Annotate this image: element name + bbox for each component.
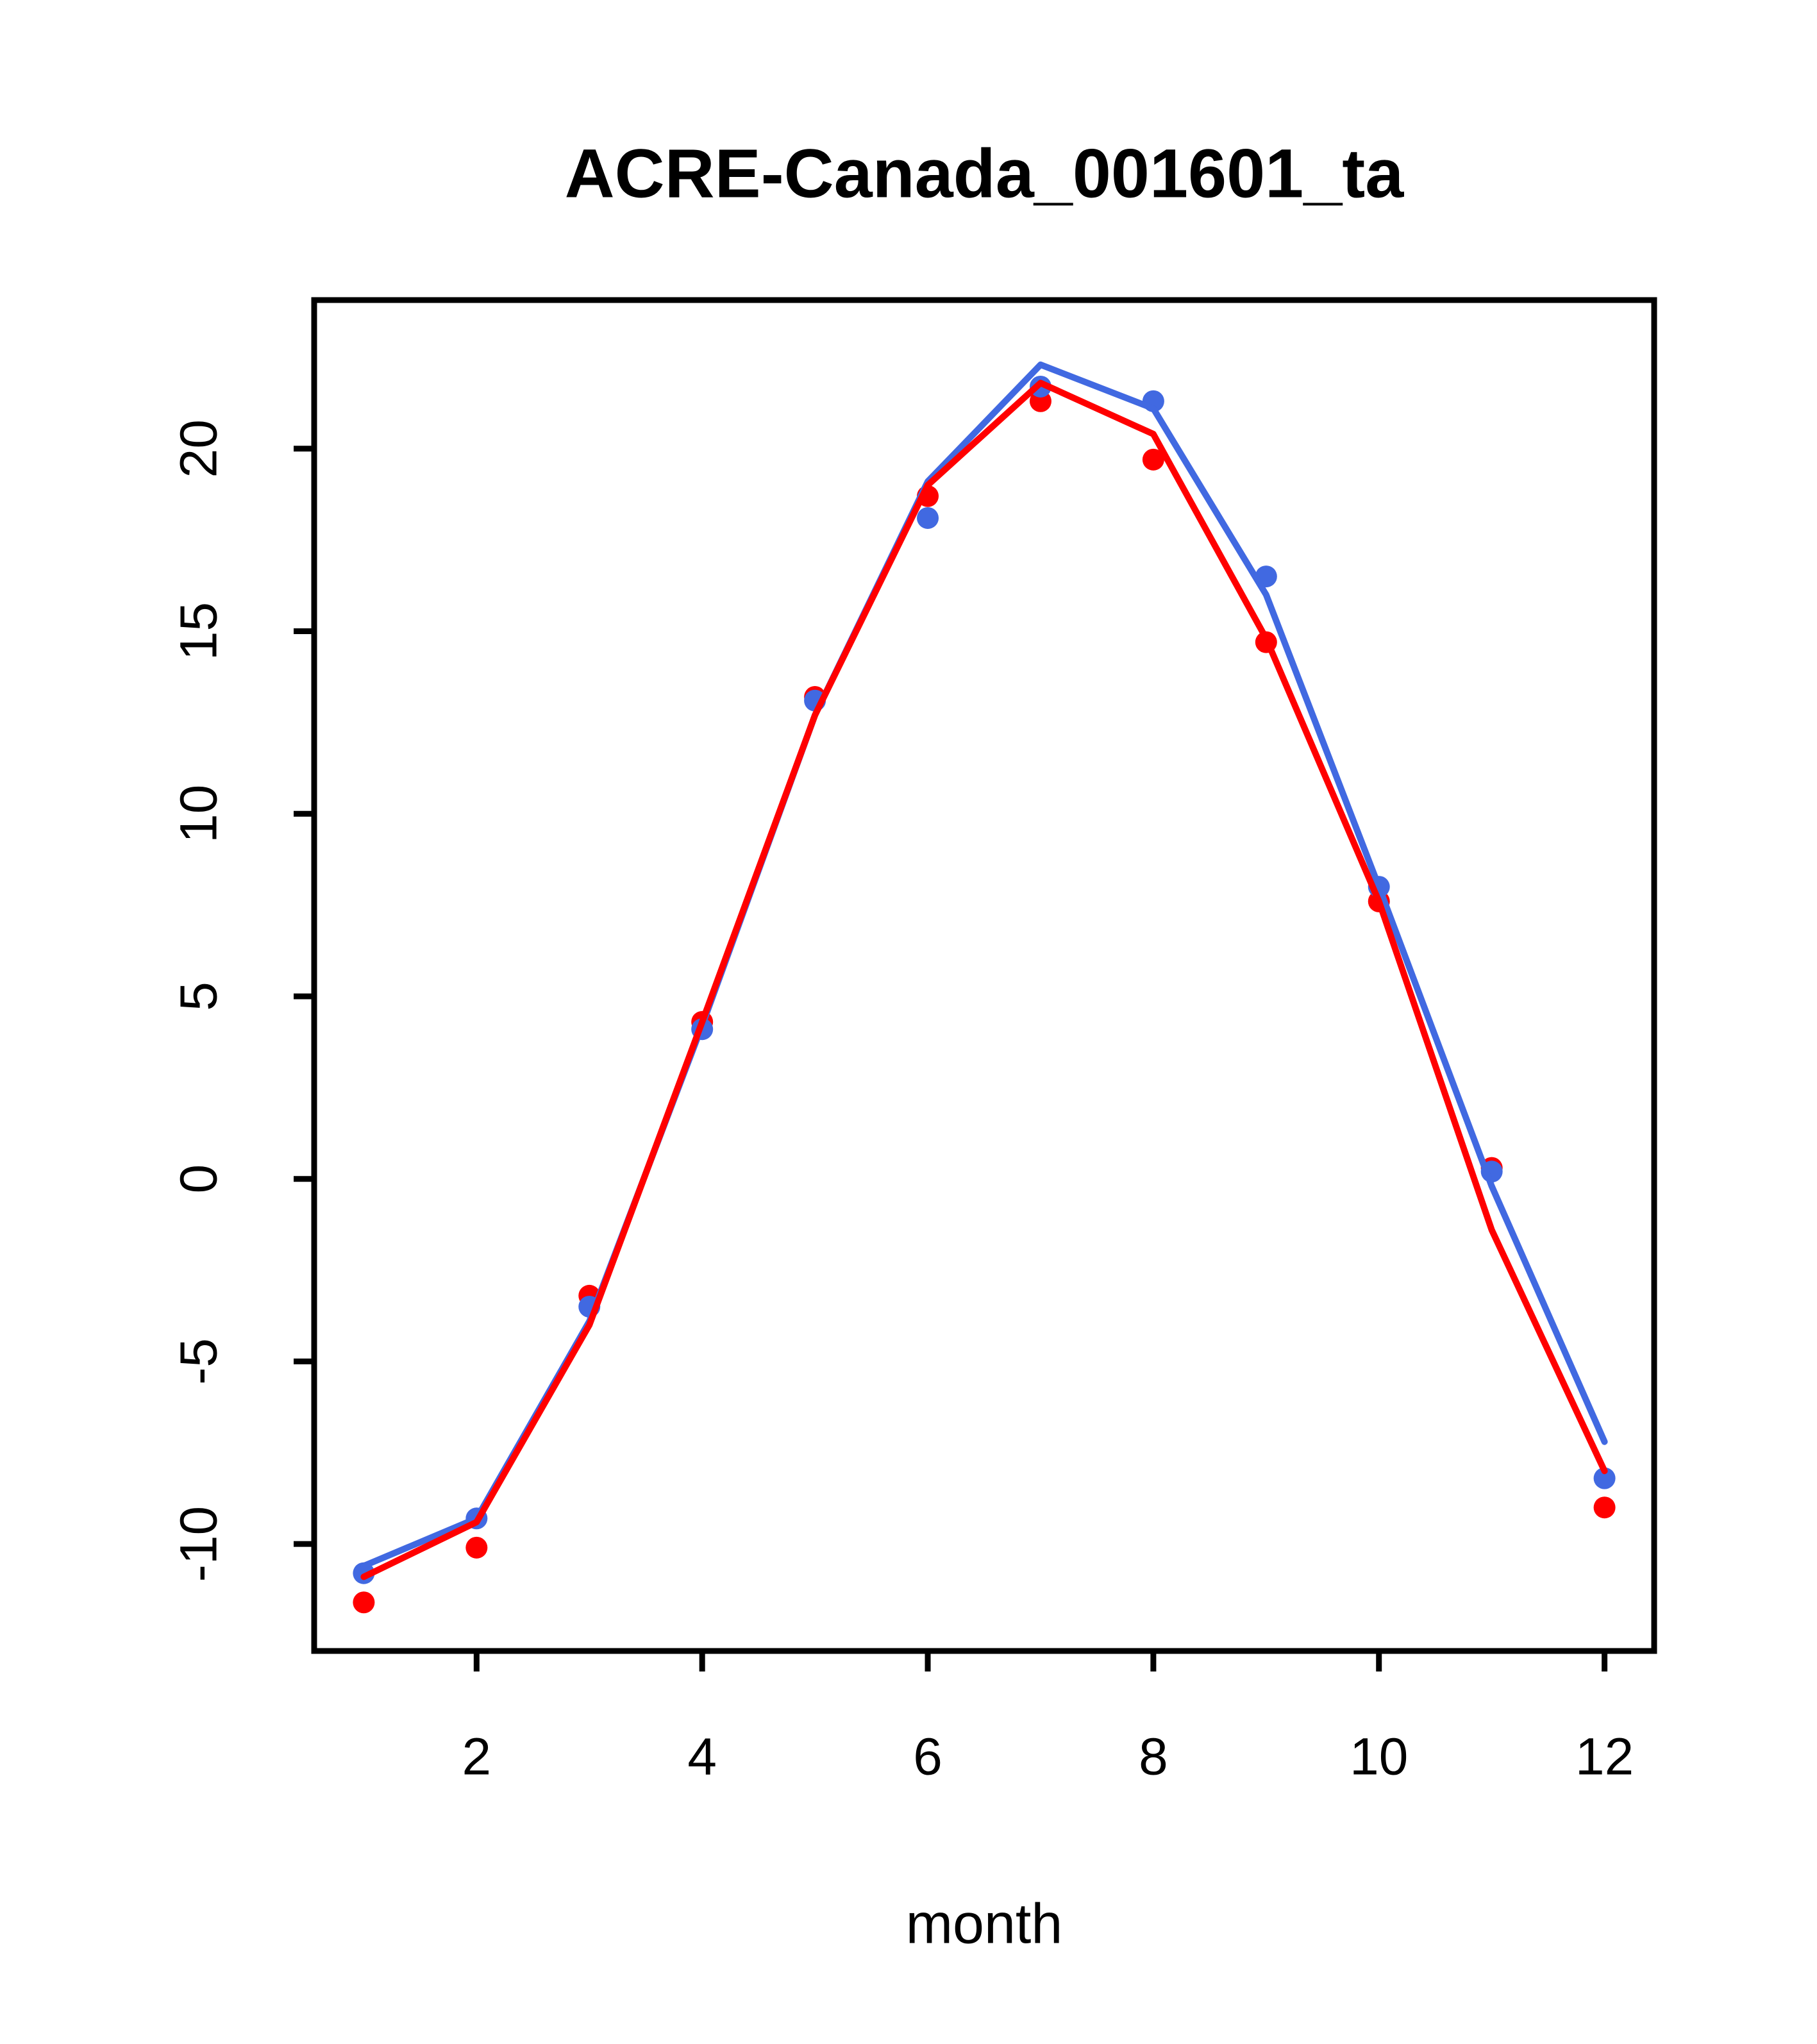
series-red-line (360, 380, 1608, 1580)
data-point-red-points-m8 (1142, 448, 1164, 471)
x-tick-label: 6 (913, 1728, 942, 1786)
x-tick-label: 10 (1350, 1728, 1408, 1786)
y-tick-label: -5 (170, 1338, 228, 1385)
series-blue-line (360, 361, 1608, 1570)
y-tick-label: 5 (170, 982, 228, 1011)
x-tick-label: 12 (1575, 1728, 1634, 1786)
data-point-blue-points-m6 (917, 507, 939, 529)
chart-title: ACRE-Canada_001601_ta (565, 135, 1405, 212)
y-tick-label: 20 (170, 419, 228, 478)
data-point-red-points-m1 (353, 1591, 375, 1614)
data-point-red-points-m12 (1593, 1496, 1616, 1519)
x-tick-label: 8 (1139, 1728, 1168, 1786)
plot-frame (311, 297, 1657, 1654)
y-tick-label: 0 (170, 1164, 228, 1194)
data-point-blue-points-m12 (1593, 1467, 1616, 1489)
y-tick-label: 10 (170, 785, 228, 843)
x-axis-label: month (906, 1892, 1063, 1956)
data-point-red-points-m2 (465, 1536, 488, 1559)
x-tick-label: 4 (687, 1728, 717, 1786)
data-point-blue-points-m1 (353, 1562, 375, 1584)
y-tick-label: -10 (170, 1506, 228, 1582)
y-tick-label: 15 (170, 602, 228, 660)
x-tick-label: 2 (462, 1728, 492, 1786)
